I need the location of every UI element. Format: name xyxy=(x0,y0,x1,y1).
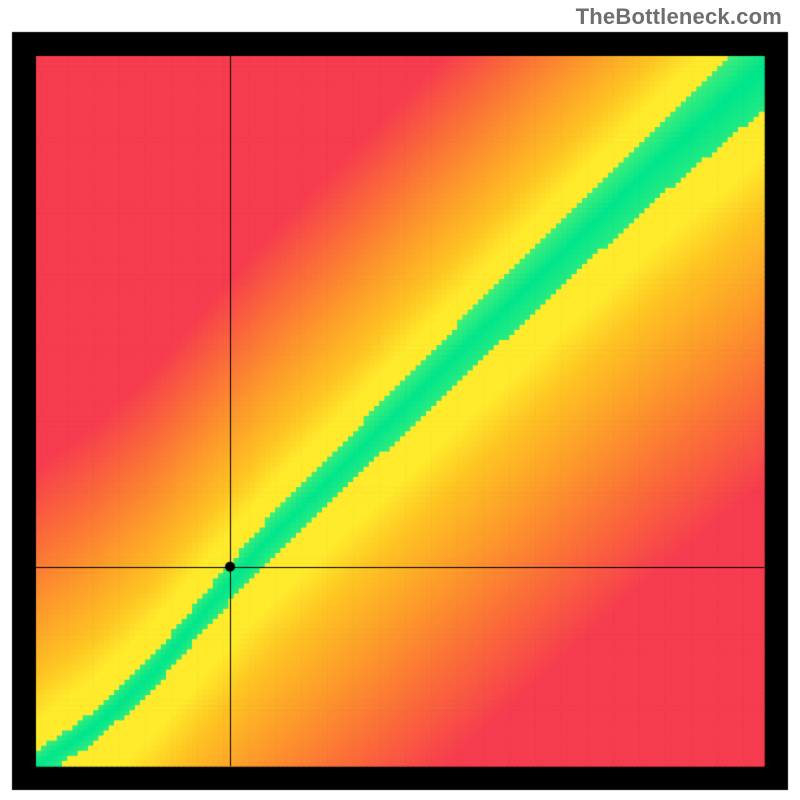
bottleneck-heatmap-canvas xyxy=(0,0,800,800)
